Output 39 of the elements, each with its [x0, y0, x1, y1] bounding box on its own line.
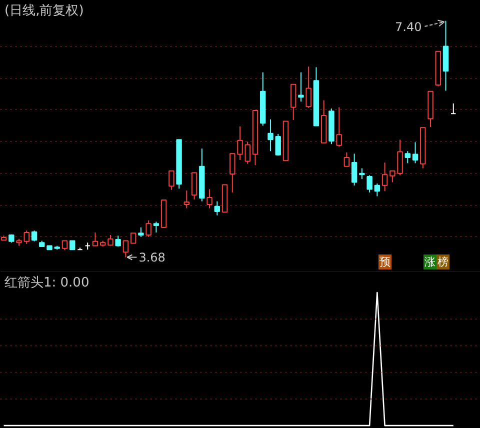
candlestick [237, 126, 243, 161]
candlestick [306, 66, 312, 108]
candlestick [382, 162, 388, 192]
candlestick [374, 183, 380, 197]
candlestick [290, 84, 296, 120]
candlestick [298, 72, 304, 102]
candlestick [344, 152, 350, 167]
candlestick [412, 142, 418, 164]
candlestick [153, 221, 160, 233]
candlestick [146, 220, 152, 238]
chart-title: 红箭头1: 0.00 [4, 276, 90, 290]
candlestick [62, 240, 68, 251]
candlestick [122, 240, 129, 258]
candlestick [351, 153, 358, 186]
candlestick [31, 230, 38, 242]
annotation: 7.40 [395, 20, 422, 34]
candlestick [206, 188, 212, 209]
candlestick [115, 235, 121, 247]
candlestick [138, 226, 144, 238]
annotation: 榜 [438, 255, 448, 268]
candlestick [404, 150, 411, 164]
chart-title: (日线,前复权) [4, 4, 84, 18]
candlestick [230, 153, 236, 193]
candlestick [191, 172, 198, 200]
candlestick [366, 174, 372, 193]
candlestick [336, 106, 342, 148]
candlestick [184, 190, 190, 209]
candlestick [214, 200, 220, 216]
candlestick [108, 234, 114, 246]
candlestick [24, 230, 30, 244]
candlestick [244, 141, 250, 164]
candlestick [450, 102, 456, 114]
candlestick [130, 232, 136, 244]
candlestick [92, 232, 98, 246]
candlestick [359, 168, 365, 180]
candlestick [168, 170, 174, 190]
annotation: 涨 [424, 255, 436, 268]
annotation: 预 [380, 255, 390, 268]
annotation: 3.68 [138, 250, 166, 265]
